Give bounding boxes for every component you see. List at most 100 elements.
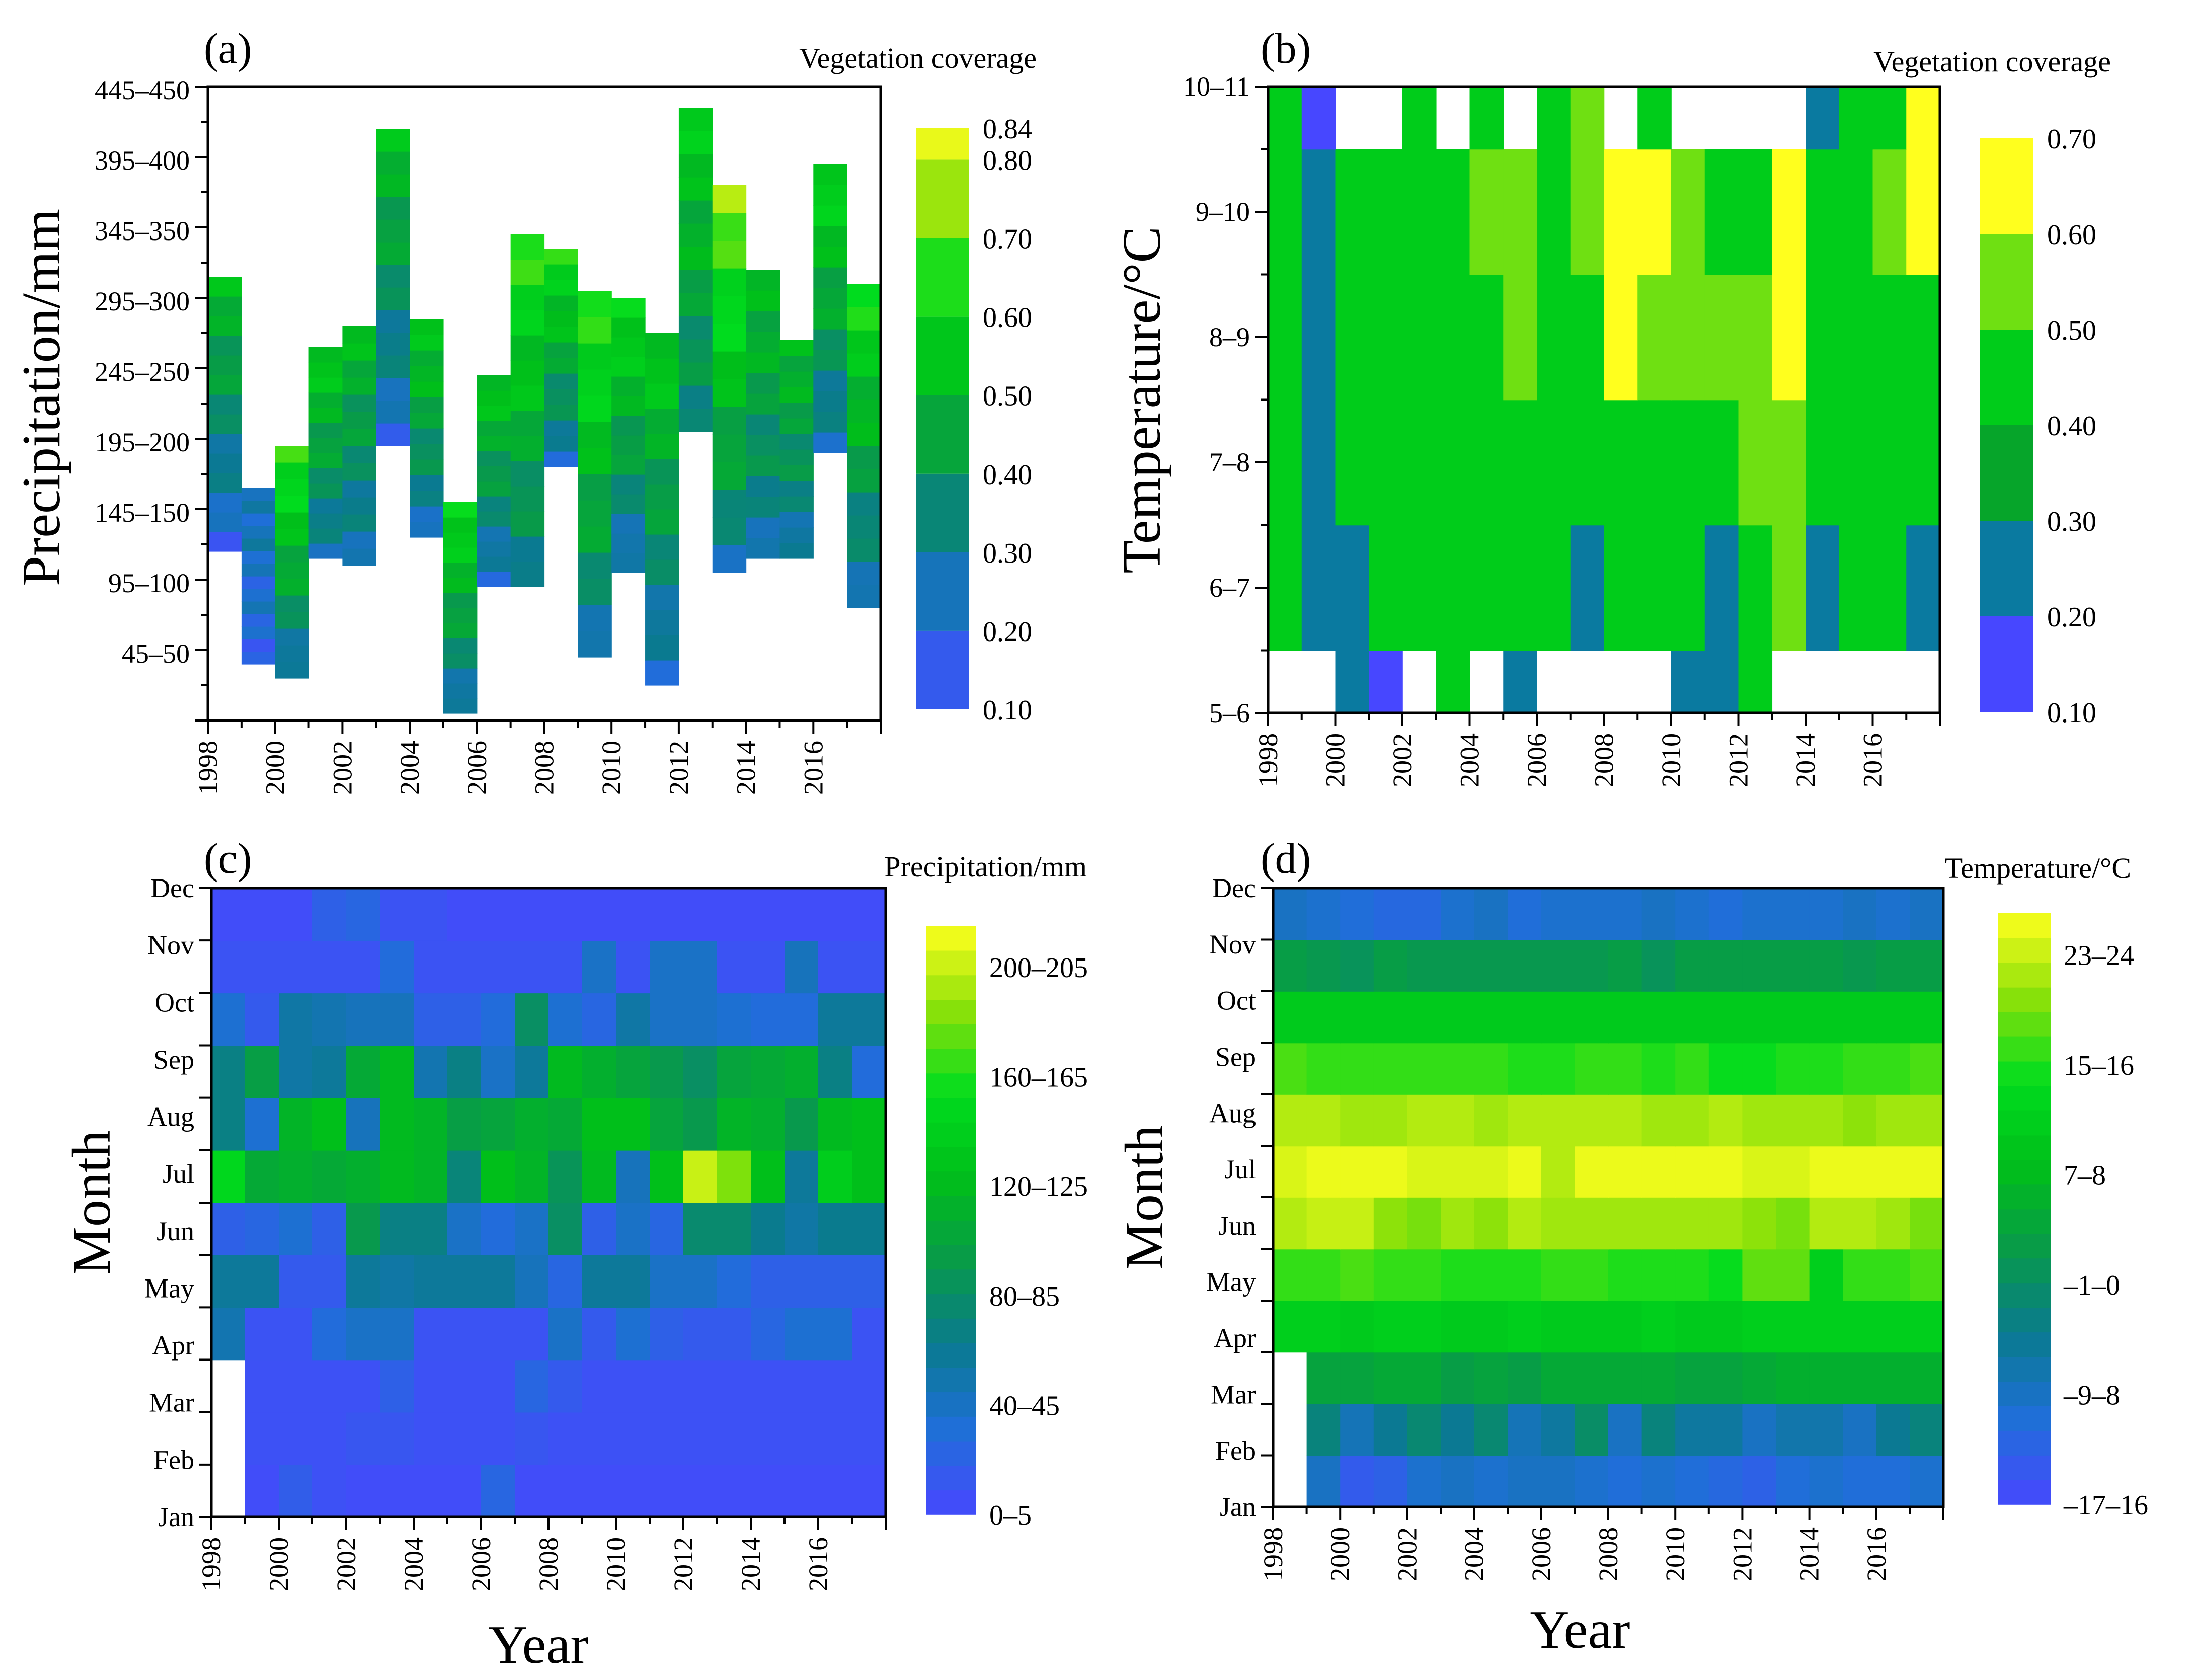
colorbar-swatch <box>1998 1381 2051 1406</box>
heatmap-cell <box>414 1045 448 1098</box>
heatmap-cell <box>1872 87 1907 150</box>
heatmap-cell <box>1306 1352 1341 1404</box>
heatmap-cell <box>279 1307 313 1361</box>
heatmap-cell <box>678 131 713 154</box>
heatmap-cell <box>211 993 246 1046</box>
heatmap-cell <box>1809 1249 1843 1301</box>
heatmap-cell <box>1436 149 1470 275</box>
heatmap-cell <box>1876 1043 1911 1095</box>
heatmap-cell <box>1738 149 1773 275</box>
heatmap-cell <box>410 428 444 444</box>
heatmap-cell <box>544 451 578 467</box>
heatmap-cell <box>410 475 444 491</box>
colorbar-swatch <box>926 999 976 1024</box>
heatmap-cell <box>245 1203 279 1255</box>
heatmap-cell <box>241 576 276 589</box>
heatmap-cell <box>1570 87 1605 150</box>
heatmap-cell <box>779 371 814 387</box>
heatmap-cell <box>1469 87 1504 150</box>
heatmap-cell <box>1742 1043 1776 1095</box>
heatmap-cell <box>1608 1146 1642 1198</box>
heatmap-cell <box>515 1203 549 1255</box>
heatmap-cell <box>346 1045 380 1098</box>
heatmap-cell <box>1843 1249 1877 1301</box>
heatmap-cell <box>477 421 511 436</box>
heatmap-cell <box>1541 1043 1576 1095</box>
heatmap-cell <box>779 543 814 559</box>
heatmap-cell <box>1675 1146 1709 1198</box>
colorbar-title-a: Vegetation coverage <box>799 42 1037 74</box>
heatmap-cell <box>1441 1146 1475 1198</box>
heatmap-cell <box>678 409 713 432</box>
heatmap-cell <box>1675 1301 1709 1353</box>
heatmap-cell <box>414 1150 448 1203</box>
x-tick-label: 2004 <box>1459 1527 1489 1581</box>
heatmap-cell <box>1335 650 1370 713</box>
heatmap-cell <box>510 285 545 310</box>
heatmap-cell <box>1436 399 1470 526</box>
heatmap-cell <box>275 612 309 629</box>
heatmap-cell <box>1575 1094 1609 1147</box>
colorbar-tick-label: 40–45 <box>989 1390 1060 1421</box>
heatmap-cell <box>650 993 684 1046</box>
heatmap-cell <box>380 1255 414 1308</box>
heatmap-cell <box>1541 888 1576 940</box>
heatmap-cell <box>548 1045 583 1098</box>
heatmap-cell <box>241 626 276 639</box>
heatmap-cell <box>645 358 679 384</box>
heatmap-cell <box>1474 1197 1508 1250</box>
heatmap-cell <box>1369 274 1403 401</box>
heatmap-cell <box>1708 1352 1743 1404</box>
heatmap-cell <box>1306 1301 1341 1353</box>
heatmap-cell <box>650 1097 684 1151</box>
heatmap-cell <box>279 1464 313 1517</box>
heatmap-cell <box>510 360 545 386</box>
heatmap-cell <box>275 529 309 546</box>
heatmap-cell <box>1839 274 1873 401</box>
heatmap-cell <box>211 1097 246 1151</box>
y-tick-label: Dec <box>150 873 194 903</box>
heatmap-cell <box>1675 1249 1709 1301</box>
y-tick-label: 8–9 <box>1209 322 1250 352</box>
heatmap-cell <box>1508 991 1542 1044</box>
heatmap-cell <box>346 1203 380 1255</box>
x-tick-label: 2010 <box>596 741 626 795</box>
heatmap-cell <box>481 1150 515 1203</box>
heatmap-cell <box>1474 939 1508 992</box>
heatmap-cell <box>717 1097 751 1151</box>
heatmap-cell <box>477 466 511 482</box>
y-tick-label: Jun <box>1218 1211 1256 1241</box>
heatmap-cell <box>683 993 718 1046</box>
heatmap-cell <box>712 241 747 269</box>
heatmap-cells-b <box>1268 87 1940 713</box>
heatmap-cell <box>683 1412 718 1465</box>
heatmap-cell <box>1742 1352 1776 1404</box>
heatmap-cell <box>1541 1094 1576 1147</box>
heatmap-cell <box>211 888 246 941</box>
colorbar-swatch <box>916 159 969 238</box>
x-tick-label: 2010 <box>601 1537 631 1591</box>
heatmap-cell <box>1407 1146 1441 1198</box>
heatmap-cell <box>1441 1455 1475 1507</box>
heatmap-cell <box>447 993 482 1046</box>
heatmap-cell <box>1402 525 1437 651</box>
heatmap-cell <box>1268 399 1302 526</box>
heatmap-cell <box>645 383 679 409</box>
heatmap-cell <box>510 461 545 487</box>
heatmap-cell <box>852 993 886 1046</box>
heatmap-cell <box>1910 939 1944 992</box>
heatmap-cell <box>1704 650 1739 713</box>
heatmap-cell <box>544 327 578 343</box>
heatmap-cell <box>376 310 410 333</box>
heatmap-cell <box>1575 1404 1609 1456</box>
heatmap-cell <box>1373 1404 1408 1456</box>
heatmap-cell <box>1508 1249 1542 1301</box>
heatmap-cell <box>510 335 545 361</box>
heatmap-cell <box>616 1412 650 1465</box>
heatmap-cell <box>1469 399 1504 526</box>
heatmap-cell <box>852 1359 886 1413</box>
heatmap-cell <box>683 1255 718 1308</box>
heatmap-cell <box>1373 1094 1408 1147</box>
heatmap-cell <box>717 1045 751 1098</box>
heatmap-cell <box>578 317 612 344</box>
